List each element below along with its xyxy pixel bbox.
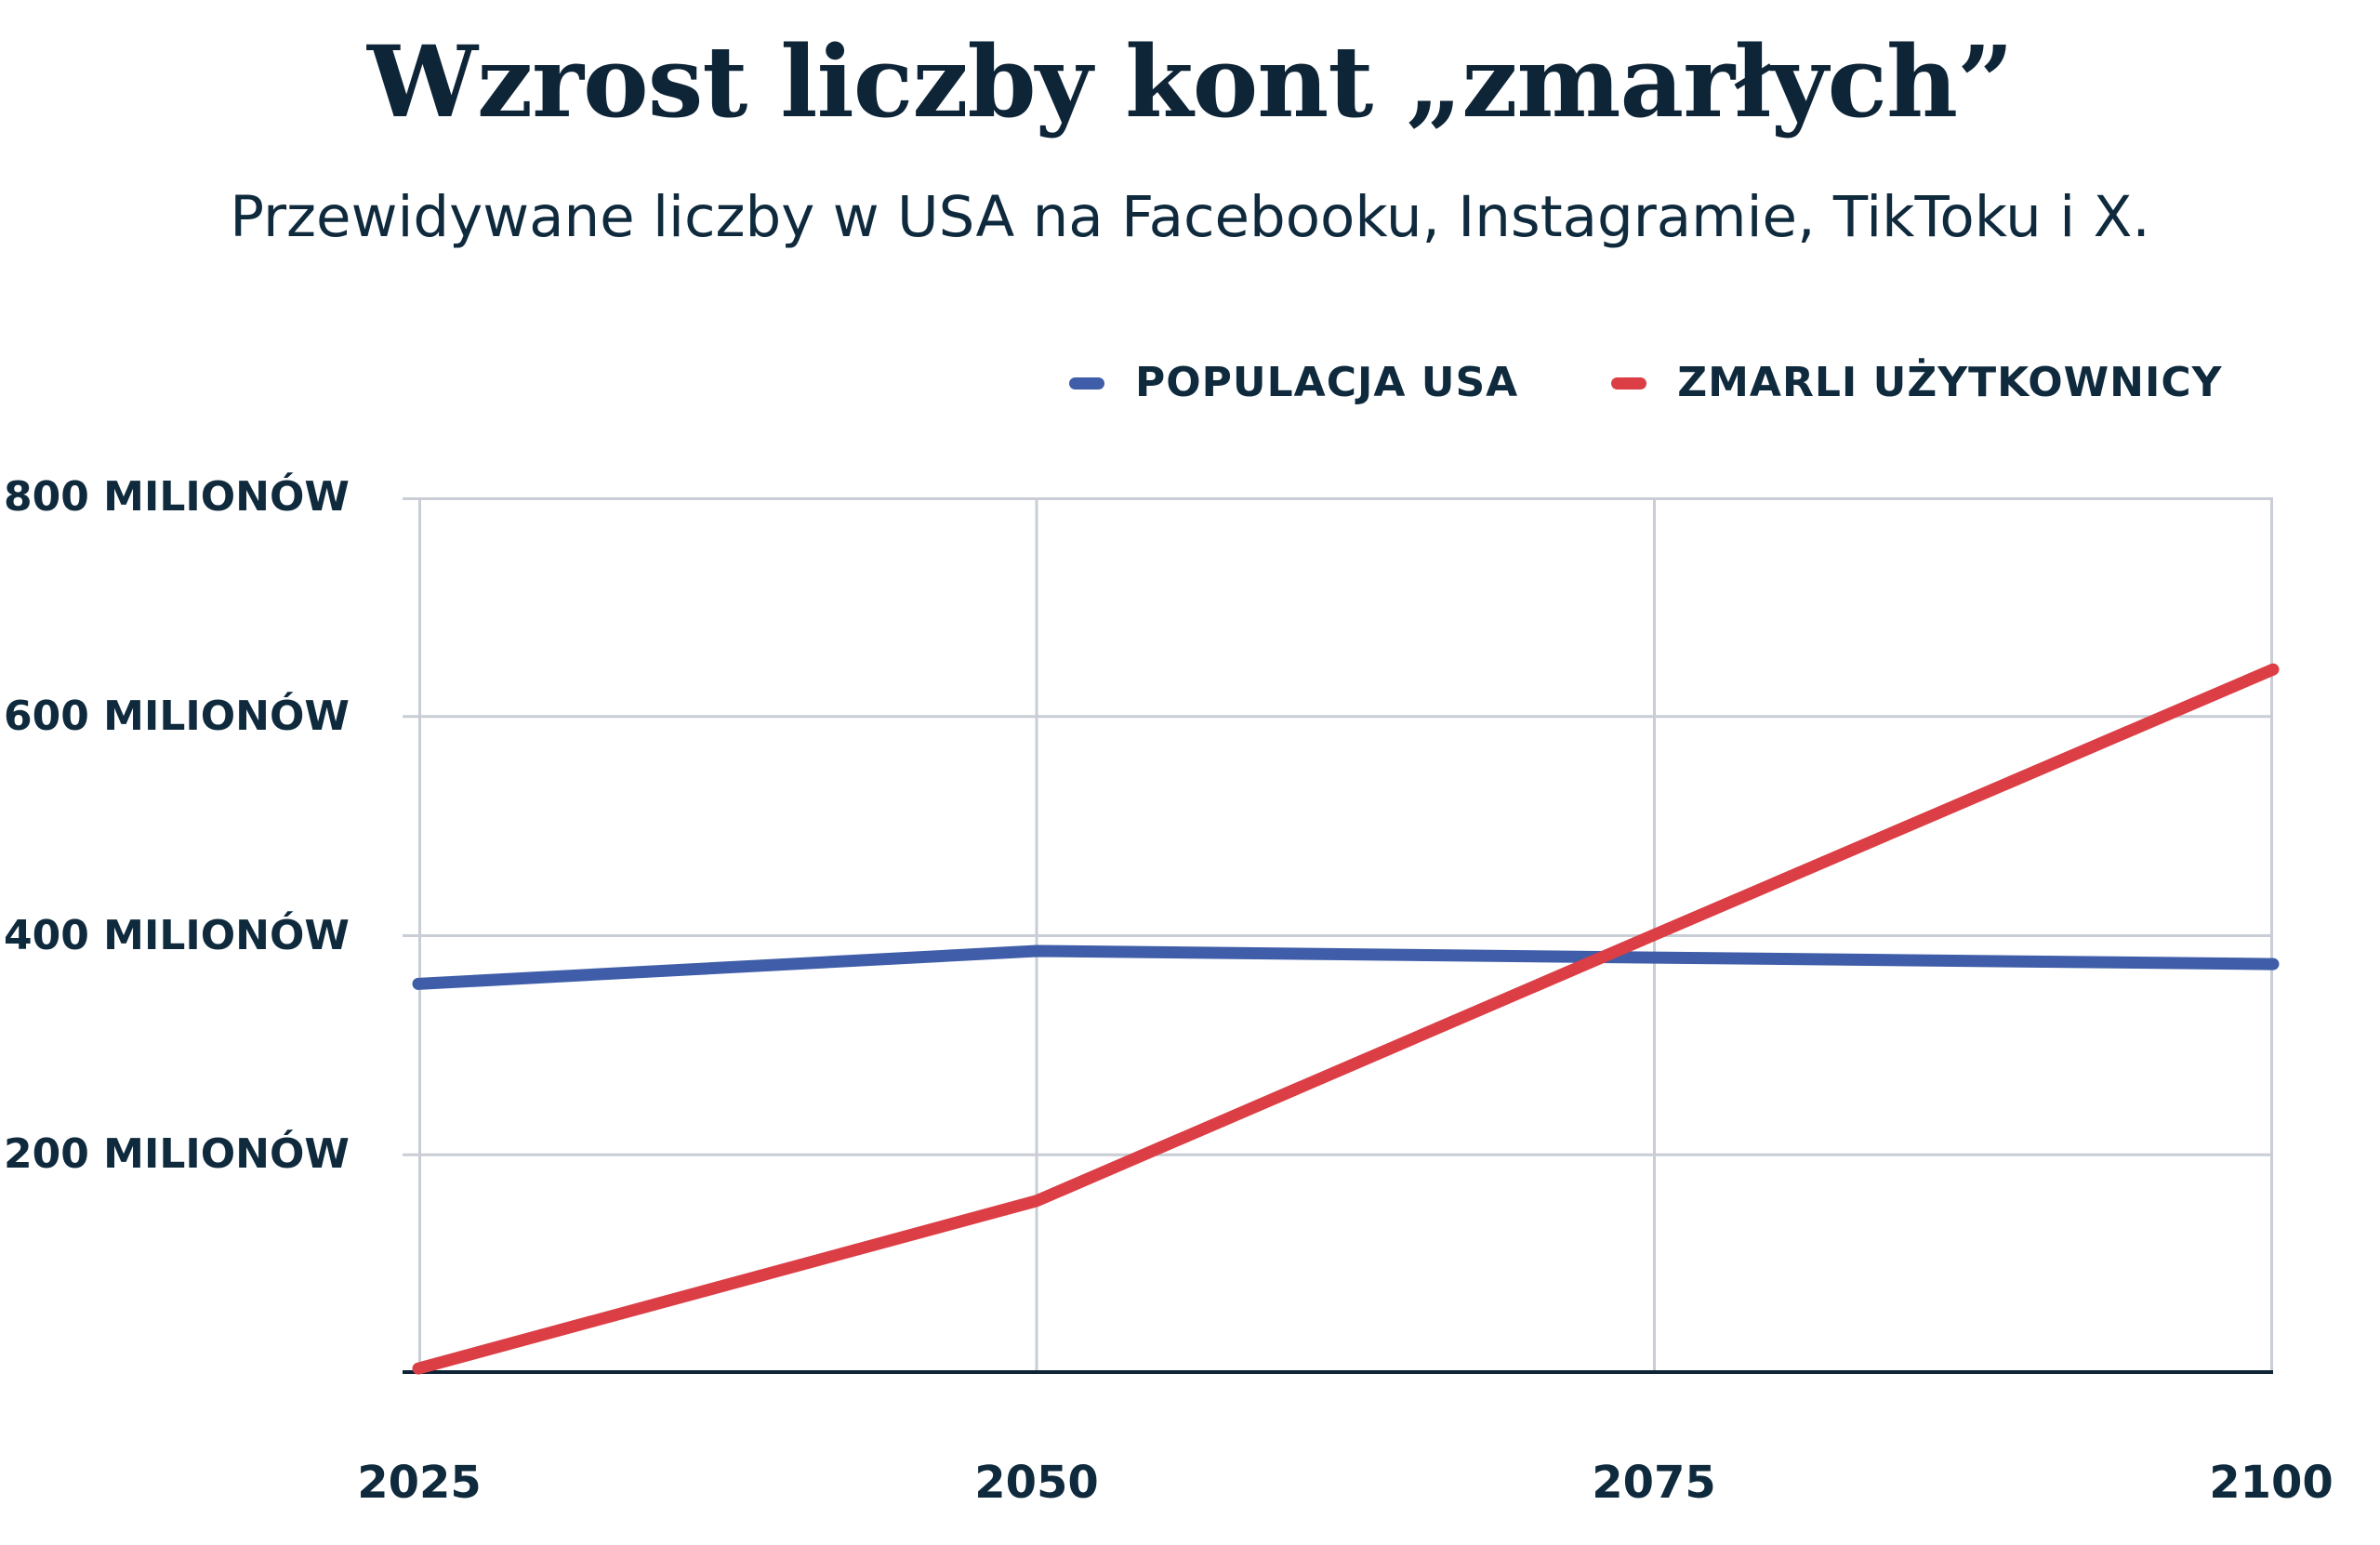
x-axis-label-2050: 2050	[974, 1457, 1099, 1509]
legend-item-zmarli-uzytkownicy: ZMARLI UŻYTKOWNICY	[1611, 363, 2222, 403]
legend-item-populacja-usa: POPULACJA USA	[1069, 363, 1518, 403]
populacja-usa-line	[412, 944, 2280, 990]
legend-label-zmarli-uzytkownicy: ZMARLI UŻYTKOWNICY	[1677, 359, 2223, 406]
legend-label-populacja-usa: POPULACJA USA	[1135, 359, 1519, 406]
y-axis-label-600: 600 MILIONÓW	[4, 693, 350, 740]
x-axis-label-2025: 2025	[357, 1457, 482, 1509]
chart-legend: POPULACJA USA ZMARLI UŻYTKOWNICY	[1069, 363, 2223, 403]
x-axis-label-2100: 2100	[2209, 1457, 2334, 1509]
plot-area	[403, 497, 2280, 1375]
zmarli-uzytkownicy-swatch-icon	[1611, 376, 1647, 390]
page-title: Wzrost liczby kont „zmarłych”	[366, 23, 2014, 139]
populacja-usa-swatch-icon	[1069, 376, 1104, 390]
y-axis-label-200: 200 MILIONÓW	[4, 1130, 350, 1178]
x-axis-label-2075: 2075	[1592, 1457, 1716, 1509]
zmarli-uzytkownicy-line	[412, 663, 2280, 1375]
page-subtitle: Przewidywane liczby w USA na Facebooku, …	[230, 184, 2150, 250]
y-axis-label-800: 800 MILIONÓW	[4, 473, 350, 521]
y-axis-label-400: 400 MILIONÓW	[4, 912, 350, 959]
